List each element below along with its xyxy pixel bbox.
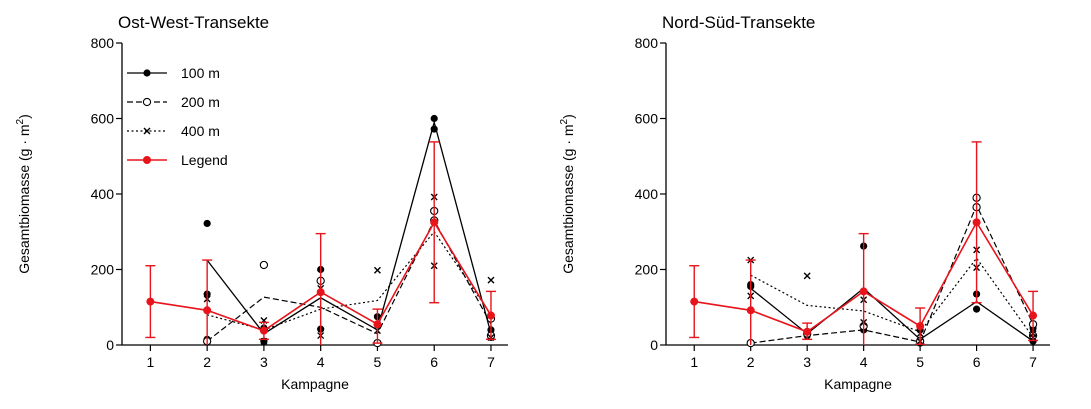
- x-axis-label: Kampagne: [281, 376, 349, 392]
- data-point: [259, 260, 269, 270]
- y-axis-label-end: ): [16, 114, 32, 119]
- mean-point: [746, 306, 755, 315]
- y-tick-label: 200: [635, 262, 659, 278]
- mean-point: [1029, 311, 1038, 320]
- x-tick-label: 3: [803, 354, 811, 370]
- mean-point: [486, 311, 495, 320]
- x-tick-label: 4: [860, 354, 868, 370]
- legend-label: 100 m: [181, 65, 220, 81]
- x-tick-label: 7: [487, 354, 495, 370]
- mean-point: [203, 306, 212, 315]
- legend-marker: [143, 156, 151, 164]
- y-axis-label-main: Gesamtbiomasse (g · m: [560, 124, 576, 273]
- series-100-m: [747, 242, 1037, 347]
- mean-point: [146, 297, 155, 306]
- x-tick-label: 7: [1029, 354, 1037, 370]
- mean-point: [690, 297, 699, 306]
- x-marker-stroke: [373, 266, 381, 274]
- legend-label: Legend: [181, 152, 228, 168]
- mean-point: [916, 322, 925, 331]
- series-400-m: [747, 246, 1037, 345]
- data-point: [972, 305, 981, 313]
- series-line: [750, 257, 1034, 338]
- mean-point: [972, 218, 981, 227]
- y-tick-label: 600: [91, 111, 115, 127]
- x-tick-label: 2: [203, 354, 211, 370]
- series-400-m: [203, 193, 495, 345]
- mean-point: [259, 326, 268, 335]
- x-axis-label: Kampagne: [824, 376, 892, 392]
- series-line: [206, 219, 492, 342]
- y-tick-label: 800: [91, 35, 115, 51]
- y-tick-label: 200: [91, 262, 115, 278]
- legend-label: 400 m: [181, 123, 220, 139]
- x-tick-label: 3: [260, 354, 268, 370]
- legend-marker: [143, 69, 151, 77]
- legend-marker: [143, 127, 151, 135]
- data-point: [430, 125, 438, 133]
- mean-point: [859, 287, 868, 296]
- y-tick-label: 0: [650, 337, 658, 353]
- series-legend: [145, 141, 496, 345]
- data-point: [373, 266, 381, 274]
- legend: 100 m 200 m 400 m Legend: [127, 65, 228, 168]
- mean-point: [373, 320, 382, 329]
- x-marker-stroke: [803, 272, 811, 280]
- x-tick-label: 2: [747, 354, 755, 370]
- series-200-m: [746, 193, 1038, 348]
- series-100-m: [203, 114, 495, 347]
- data-point: [487, 276, 495, 284]
- data-point: [803, 272, 811, 280]
- legend-marker: [142, 97, 152, 107]
- y-axis-label-main: Gesamtbiomasse (g · m: [16, 124, 32, 273]
- x-tick-label: 5: [916, 354, 924, 370]
- y-axis-label-superscript: 2: [15, 118, 26, 124]
- x-marker-stroke: [487, 276, 495, 284]
- chart-title: Nord-Süd-Transekte: [662, 13, 815, 32]
- y-tick-label: 400: [635, 186, 659, 202]
- series-line: [750, 287, 1034, 342]
- data-point: [430, 114, 438, 123]
- mean-point: [430, 218, 439, 227]
- y-tick-label: 0: [106, 337, 114, 353]
- x-tick-label: 4: [317, 354, 325, 370]
- x-tick-label: 6: [430, 354, 438, 370]
- series-line: [750, 203, 1034, 344]
- series-legend: [689, 141, 1039, 345]
- series-line: [206, 119, 492, 335]
- chart-panel-nord-sued: Nord-Süd-Transekte 0 200 400 600 800 1 2 3 4 5 6 7 Ka…: [559, 13, 1050, 392]
- data-point: [203, 219, 211, 228]
- y-tick-label: 400: [91, 186, 115, 202]
- x-tick-label: 1: [146, 354, 154, 370]
- mean-point: [316, 288, 325, 297]
- y-axis-label-superscript: 2: [559, 118, 570, 124]
- y-tick-label: 600: [635, 111, 659, 127]
- chart-panel-ost-west: Ost-West-Transekte 0 200 400 600 800 1 2 3 4 5 6 7 Ka…: [15, 13, 508, 392]
- y-axis-label: Gesamtbiomasse (g · m2): [559, 114, 576, 274]
- x-tick-label: 5: [374, 354, 382, 370]
- mean-point: [803, 327, 812, 336]
- legend-label: 200 m: [181, 94, 220, 110]
- x-tick-label: 6: [973, 354, 981, 370]
- y-axis-label-end: ): [560, 114, 576, 119]
- x-tick-label: 1: [690, 354, 698, 370]
- y-tick-label: 800: [635, 35, 659, 51]
- chart-title: Ost-West-Transekte: [118, 13, 269, 32]
- y-axis-label: Gesamtbiomasse (g · m2): [15, 114, 32, 274]
